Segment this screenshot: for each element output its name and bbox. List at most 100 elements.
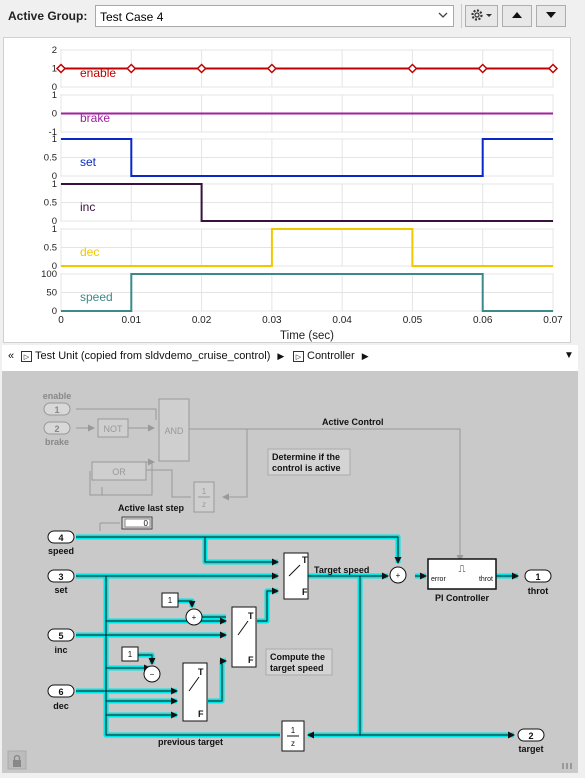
inport-inc[interactable]: 5 inc bbox=[47, 628, 75, 655]
or-block[interactable]: OR bbox=[91, 461, 147, 481]
svg-text:2: 2 bbox=[528, 731, 533, 741]
inport-number: 5 bbox=[58, 631, 63, 641]
signal-panel-dec: 1 0.5 0 dec bbox=[44, 224, 554, 272]
svg-text:throt: throt bbox=[528, 586, 549, 596]
inport-set[interactable]: 3 set bbox=[47, 569, 75, 595]
constant-1[interactable]: 1 bbox=[161, 592, 179, 608]
x-tick-label: 0.02 bbox=[192, 315, 212, 326]
svg-text:1: 1 bbox=[168, 596, 173, 605]
x-tick-label: 0.06 bbox=[473, 315, 493, 326]
y-tick-label: 50 bbox=[46, 288, 57, 299]
sum-block-dec[interactable]: − bbox=[143, 665, 161, 683]
y-tick-label: 0.5 bbox=[44, 243, 57, 254]
triangle-up-icon bbox=[511, 10, 523, 22]
svg-text:T: T bbox=[302, 555, 308, 565]
annotation-determine: Determine if the control is active bbox=[267, 448, 351, 476]
series-line-set bbox=[61, 138, 553, 177]
y-tick-label: 2 bbox=[52, 45, 57, 56]
pi-controller-icon: ⎍ bbox=[459, 564, 466, 575]
inport-label: dec bbox=[53, 701, 69, 711]
series-label: enable bbox=[80, 66, 116, 80]
svg-text:−: − bbox=[150, 670, 155, 679]
inport-number: 4 bbox=[58, 533, 63, 543]
inport-speed[interactable]: 4 speed bbox=[47, 530, 75, 556]
display-block[interactable]: 0 bbox=[99, 516, 153, 531]
signal-panel-speed: 100 50 0 speed bbox=[41, 269, 554, 317]
inport-label: set bbox=[54, 585, 67, 595]
move-down-button[interactable] bbox=[536, 5, 566, 27]
y-tick-label: 100 bbox=[41, 269, 57, 280]
series-label: dec bbox=[80, 245, 99, 259]
y-tick-label: 0 bbox=[52, 82, 57, 93]
y-tick-label: 0 bbox=[52, 109, 57, 120]
inport-dec[interactable]: 6 dec bbox=[47, 684, 75, 711]
triangle-down-icon bbox=[545, 10, 557, 22]
unit-delay-active[interactable]: 1 z bbox=[193, 481, 215, 513]
not-block[interactable]: NOT bbox=[97, 418, 129, 438]
inactive-logic bbox=[76, 408, 464, 562]
sum-block-error[interactable]: + bbox=[389, 566, 407, 584]
svg-text:z: z bbox=[202, 500, 206, 509]
x-tick-label: 0.05 bbox=[403, 315, 423, 326]
series-label: inc bbox=[80, 200, 95, 214]
inport-brake[interactable]: 2 brake bbox=[43, 421, 71, 447]
switch-target-speed[interactable]: T F bbox=[283, 552, 309, 600]
double-chevron-left-icon: « bbox=[8, 350, 15, 362]
series-marker bbox=[126, 63, 137, 74]
svg-text:+: + bbox=[396, 571, 401, 580]
inport-number: 2 bbox=[54, 424, 59, 434]
active-signal-lines bbox=[76, 534, 519, 739]
gear-icon bbox=[470, 8, 494, 25]
inport-enable[interactable]: 1 enable bbox=[43, 391, 72, 416]
constant-2[interactable]: 1 bbox=[121, 646, 139, 662]
svg-text:throt: throt bbox=[479, 576, 493, 583]
inport-number: 3 bbox=[58, 572, 63, 582]
svg-text:PI Controller: PI Controller bbox=[435, 593, 490, 603]
outport-throt[interactable]: 1 throt bbox=[524, 569, 552, 596]
breadcrumb-root[interactable]: ▷ Test Unit (copied from sldvdemo_cruise… bbox=[21, 350, 284, 362]
series-label: brake bbox=[80, 111, 110, 125]
x-tick-label: 0.07 bbox=[543, 315, 563, 326]
y-tick-label: 1 bbox=[52, 224, 57, 235]
x-axis-label: Time (sec) bbox=[280, 330, 334, 342]
y-tick-label: 0 bbox=[52, 261, 57, 272]
resize-grip-icon[interactable] bbox=[562, 763, 572, 769]
series-line-inc bbox=[61, 183, 553, 222]
svg-text:NOT: NOT bbox=[104, 424, 124, 434]
svg-text:1: 1 bbox=[128, 650, 133, 659]
breadcrumb-root-label: Test Unit (copied from sldvdemo_cruise_c… bbox=[35, 350, 271, 362]
svg-text:error: error bbox=[431, 576, 446, 583]
svg-text:1: 1 bbox=[535, 572, 540, 582]
sum-block-inc[interactable]: + bbox=[185, 608, 203, 626]
svg-text:target speed: target speed bbox=[270, 663, 324, 673]
y-tick-label: 0.5 bbox=[44, 153, 57, 164]
unit-delay-previous-target[interactable]: 1 z bbox=[281, 720, 305, 752]
signal-panel-inc: 1 0.5 0 inc bbox=[44, 179, 554, 227]
active-group-value: Test Case 4 bbox=[100, 10, 164, 24]
switch-dec[interactable]: T F bbox=[182, 662, 208, 722]
collapse-button[interactable]: « bbox=[8, 350, 14, 362]
annotation-compute: Compute the target speed bbox=[265, 648, 333, 676]
series-line-dec bbox=[61, 228, 553, 267]
and-block[interactable]: AND bbox=[158, 398, 190, 462]
active-group-label: Active Group: bbox=[8, 9, 88, 23]
toolbar: Active Group: Test Case 4 bbox=[0, 0, 585, 33]
label-active-last-step: Active last step bbox=[118, 503, 185, 513]
y-tick-label: 1 bbox=[52, 64, 57, 75]
breadcrumb-child[interactable]: ▷ Controller ▶ bbox=[293, 350, 369, 362]
switch-inc[interactable]: T F bbox=[231, 606, 257, 668]
move-up-button[interactable] bbox=[502, 5, 532, 27]
settings-button[interactable] bbox=[465, 5, 498, 27]
y-tick-label: 1 bbox=[52, 134, 57, 145]
y-tick-label: 0 bbox=[52, 171, 57, 182]
lock-icon[interactable] bbox=[7, 750, 27, 770]
inport-number: 6 bbox=[58, 687, 63, 697]
breadcrumb-menu-button[interactable]: ▼ bbox=[564, 350, 574, 361]
signal-panel-enable: 2 1 0 enable bbox=[52, 45, 559, 93]
active-group-select[interactable]: Test Case 4 bbox=[95, 5, 454, 27]
pi-controller-block[interactable]: ⎍ error throt PI Controller bbox=[427, 558, 497, 603]
svg-text:1: 1 bbox=[291, 726, 296, 735]
outport-target[interactable]: 2 target bbox=[517, 728, 545, 754]
label-previous-target: previous target bbox=[158, 737, 223, 747]
svg-text:+: + bbox=[192, 613, 197, 622]
